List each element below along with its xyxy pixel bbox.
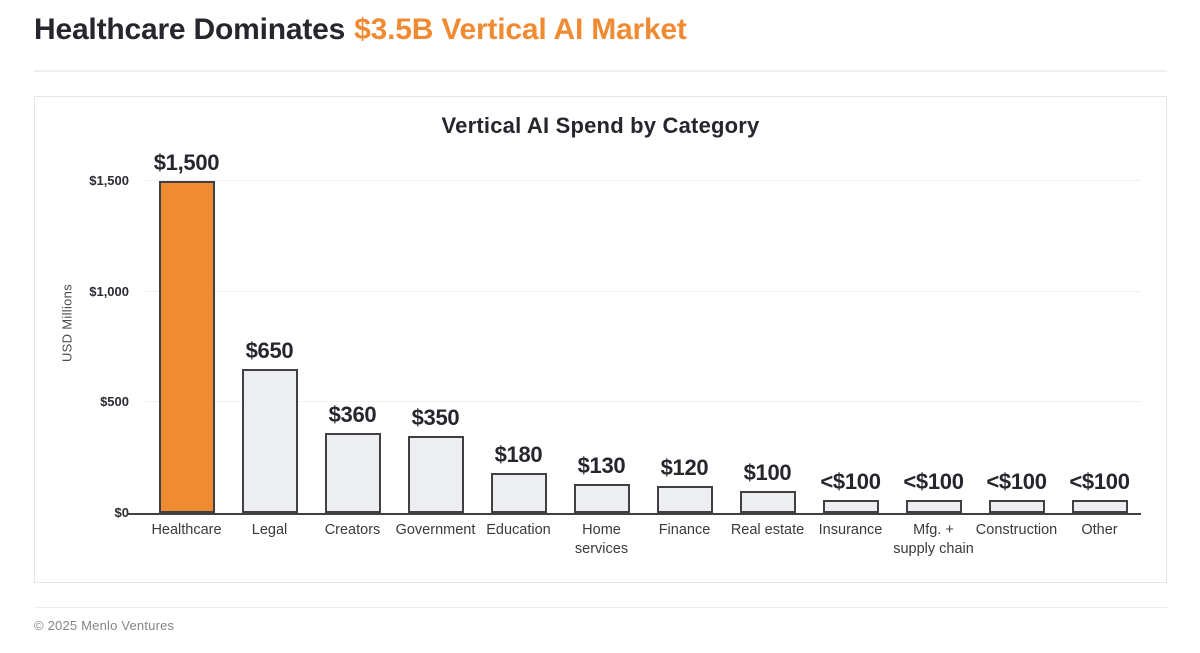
bar-value-label-insurance: <$100	[820, 468, 881, 494]
bar-home-services	[573, 484, 630, 513]
bar-other	[1071, 499, 1128, 513]
bar-column-legal: $650	[228, 181, 311, 513]
bar-column-government: $350	[394, 181, 477, 513]
gridline-1000	[145, 290, 1141, 292]
page-title-accent: $3.5B Vertical AI Market	[354, 13, 687, 46]
bar-value-label-mfg-supply-chain: <$100	[903, 468, 964, 494]
bar-column-healthcare: $1,500	[145, 150, 228, 513]
category-label-creators: Creators	[324, 522, 381, 538]
bar-real-estate	[739, 490, 796, 513]
bar-construction	[988, 499, 1045, 513]
y-tick-label-0: $0	[114, 505, 129, 520]
bar-value-label-home-services: $130	[577, 453, 626, 479]
page-title: Healthcare Dominates $3.5B Vertical AI Ma…	[34, 13, 687, 47]
bar-column-mfg-supply-chain: <$100	[892, 181, 975, 513]
bar-column-real-estate: $100	[726, 181, 809, 513]
bar-column-construction: <$100	[975, 181, 1058, 513]
bars-container: $1,500 $650 $360 $350 $180 $130 $120 $100 <$100 <…	[145, 150, 1141, 513]
y-tick-label-500: $500	[100, 394, 129, 410]
bar-column-home-services: $130	[560, 181, 643, 513]
plot-area: $1,500 $650 $360 $350 $180 $130 $120 $100 <$100 <…	[127, 150, 1141, 515]
bar-value-label-legal: $650	[245, 338, 294, 364]
y-tick-label-1-500: $1,500	[89, 173, 129, 188]
category-label-government: Government	[395, 522, 476, 538]
bar-mfg-supply-chain	[905, 499, 962, 513]
category-label-construction: Construction	[975, 522, 1058, 538]
bar-value-label-other: <$100	[1069, 468, 1130, 494]
chart-title: Vertical AI Spend by Category	[441, 113, 760, 138]
bar-value-label-finance: $120	[660, 455, 709, 481]
y-axis-ticks: $0 $500 $1,000 $1,500	[35, 173, 135, 520]
footer-divider	[34, 607, 1167, 608]
bar-column-education: $180	[477, 181, 560, 513]
category-label-mfg-supply-chain: Mfg. + supply chain	[893, 522, 974, 557]
x-axis-line	[127, 513, 1141, 515]
bar-value-label-creators: $360	[328, 402, 377, 428]
category-label-real-estate: Real estate	[730, 522, 805, 538]
bar-creators	[324, 433, 381, 513]
category-label-healthcare: Healthcare	[151, 522, 222, 538]
category-label-finance: Finance	[658, 522, 711, 538]
bar-value-label-construction: <$100	[986, 468, 1047, 494]
chart-panel: Vertical AI Spend by Category USD Millio…	[34, 96, 1167, 583]
gridline-1500	[145, 180, 1141, 181]
bar-education	[490, 473, 547, 513]
bar-value-label-government: $350	[411, 404, 460, 430]
y-tick-label-1-000: $1,000	[89, 283, 129, 299]
category-label-other: Other	[1081, 522, 1118, 538]
bar-insurance	[822, 499, 879, 513]
bar-column-creators: $360	[311, 181, 394, 513]
category-label-legal: Legal	[251, 522, 288, 538]
bar-value-label-real-estate: $100	[743, 459, 792, 485]
bar-value-label-education: $180	[494, 442, 543, 468]
bar-finance	[656, 486, 713, 513]
bar-healthcare	[158, 181, 215, 513]
x-axis-labels: Healthcare Legal Creators Government Educati…	[145, 521, 1141, 559]
category-label-home-services: Home services	[574, 522, 629, 557]
category-label-insurance: Insurance	[818, 522, 883, 538]
gridline-500	[145, 401, 1141, 403]
header-divider	[34, 70, 1167, 72]
page-title-dark: Healthcare Dominates	[34, 13, 346, 46]
bar-government	[407, 435, 464, 513]
category-label-education: Education	[486, 522, 551, 538]
copyright-text: © 2025 Menlo Ventures	[34, 618, 175, 633]
bar-legal	[241, 369, 298, 513]
bar-column-other: <$100	[1058, 181, 1141, 513]
bar-column-insurance: <$100	[809, 181, 892, 513]
bar-value-label-healthcare: $1,500	[153, 150, 220, 175]
bar-column-finance: $120	[643, 181, 726, 513]
